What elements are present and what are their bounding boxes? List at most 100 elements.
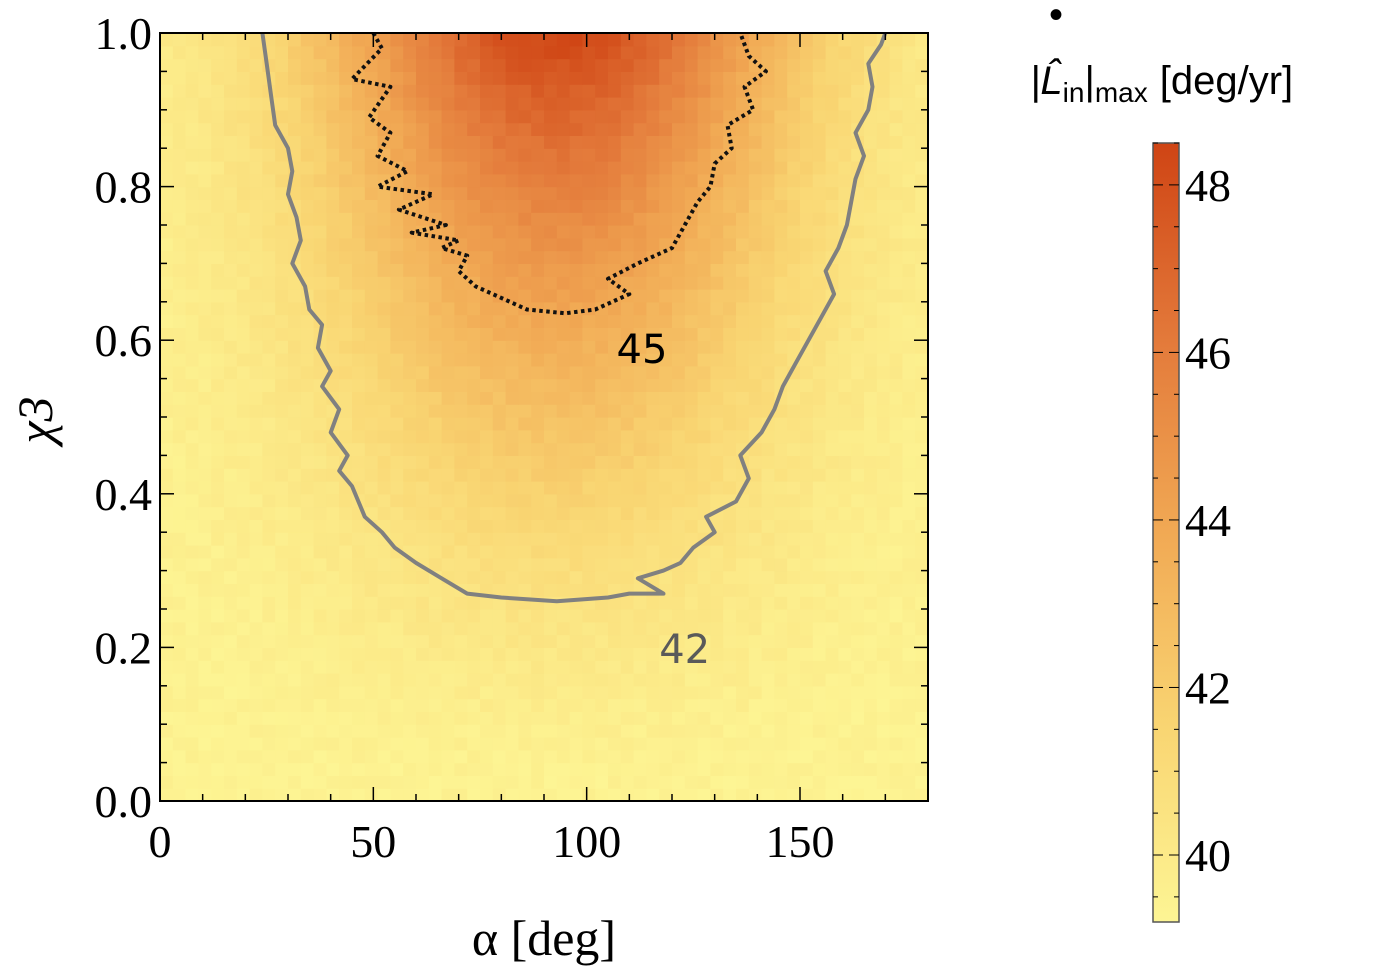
heatmap-cell <box>454 365 468 380</box>
heatmap-cell <box>697 84 711 98</box>
heatmap-cell <box>326 788 340 801</box>
heatmap-cell <box>172 481 187 495</box>
heatmap-cell <box>390 378 404 392</box>
heatmap-cell <box>864 775 878 789</box>
heatmap-cell <box>249 685 263 700</box>
heatmap-cell <box>787 737 801 751</box>
heatmap-cell <box>326 570 340 584</box>
heatmap-cell <box>300 685 315 700</box>
heatmap-cell <box>569 199 583 213</box>
heatmap-cell <box>467 122 481 136</box>
heatmap-cell <box>531 609 545 623</box>
heatmap-cell <box>684 429 699 444</box>
heatmap-cell <box>723 685 737 700</box>
heatmap-cell <box>608 698 622 712</box>
heatmap-cell <box>467 749 481 764</box>
heatmap-cell <box>697 340 711 354</box>
heatmap-cell <box>390 596 404 610</box>
heatmap-cell <box>428 545 443 559</box>
heatmap-cell <box>300 33 315 47</box>
heatmap-cell <box>428 788 443 801</box>
heatmap-cell <box>160 788 174 801</box>
heatmap-cell <box>339 647 353 661</box>
heatmap-cell <box>646 647 660 661</box>
heatmap-cell <box>800 660 814 674</box>
heatmap-cell <box>864 737 878 751</box>
heatmap-cell <box>774 276 788 290</box>
heatmap-cell <box>505 237 519 252</box>
heatmap-cell <box>339 621 353 636</box>
heatmap-cell <box>390 532 404 546</box>
heatmap-cell <box>787 468 801 482</box>
heatmap-cell <box>364 327 379 341</box>
heatmap-cell <box>851 71 865 85</box>
heatmap-cell <box>236 45 251 60</box>
heatmap-cell <box>416 33 430 47</box>
heatmap-cell <box>390 455 404 469</box>
heatmap-cell <box>902 775 916 789</box>
heatmap-cell <box>275 33 289 47</box>
heatmap-cell <box>672 519 686 533</box>
heatmap-cell <box>595 468 609 482</box>
heatmap-cell <box>326 186 340 200</box>
heatmap-cell <box>595 647 609 661</box>
heatmap-cell <box>441 186 455 200</box>
heatmap-cell <box>441 33 455 47</box>
heatmap-cell <box>531 378 545 392</box>
heatmap-cell <box>825 97 839 111</box>
heatmap-cell <box>198 775 212 789</box>
heatmap-cell <box>902 314 916 328</box>
heatmap-cell <box>236 749 251 764</box>
heatmap-cell <box>236 186 251 200</box>
heatmap-cell <box>889 673 903 687</box>
heatmap-cell <box>454 506 468 520</box>
heatmap-cell <box>838 724 852 738</box>
heatmap-cell <box>313 109 327 124</box>
heatmap-cell <box>838 762 852 776</box>
heatmap-cell <box>902 340 916 354</box>
heatmap-cell <box>288 481 302 495</box>
heatmap-cell <box>659 749 673 764</box>
heatmap-cell <box>185 634 199 648</box>
heatmap-cell <box>684 365 699 380</box>
heatmap-cell <box>428 340 443 354</box>
heatmap-cell <box>723 289 737 303</box>
heatmap-cell <box>454 314 468 328</box>
heatmap-cell <box>851 301 865 316</box>
heatmap-cell <box>851 673 865 687</box>
heatmap-cell <box>684 378 699 392</box>
heatmap-cell <box>313 276 327 290</box>
heatmap-cell <box>915 545 928 559</box>
heatmap-cell <box>608 340 622 354</box>
heatmap-cell <box>416 737 430 751</box>
heatmap-cell <box>313 609 327 623</box>
heatmap-cell <box>876 289 891 303</box>
heatmap-cell <box>838 378 852 392</box>
heatmap-cell <box>620 353 635 367</box>
heatmap-cell <box>864 161 878 175</box>
heatmap-cell <box>582 673 596 687</box>
heatmap-cell <box>454 442 468 456</box>
heatmap-cell <box>902 71 916 85</box>
heatmap-cell <box>812 173 827 188</box>
heatmap-cell <box>800 775 814 789</box>
heatmap-cell <box>569 775 583 789</box>
heatmap-cell <box>262 314 276 328</box>
heatmap-cell <box>876 698 891 712</box>
heatmap-cell <box>172 97 187 111</box>
heatmap-cell <box>492 609 507 623</box>
heatmap-cell <box>838 673 852 687</box>
heatmap-cell <box>454 647 468 661</box>
heatmap-cell <box>249 33 263 47</box>
heatmap-cell <box>684 557 699 572</box>
heatmap-cell <box>876 199 891 213</box>
heatmap-cell <box>313 58 327 72</box>
heatmap-cell <box>505 263 519 277</box>
heatmap-cell <box>518 365 532 380</box>
heatmap-cell <box>403 596 417 610</box>
heatmap-cell <box>275 97 289 111</box>
heatmap-cell <box>761 481 775 495</box>
heatmap-cell <box>684 788 699 801</box>
heatmap-cell <box>454 225 468 239</box>
heatmap-cell <box>441 314 455 328</box>
